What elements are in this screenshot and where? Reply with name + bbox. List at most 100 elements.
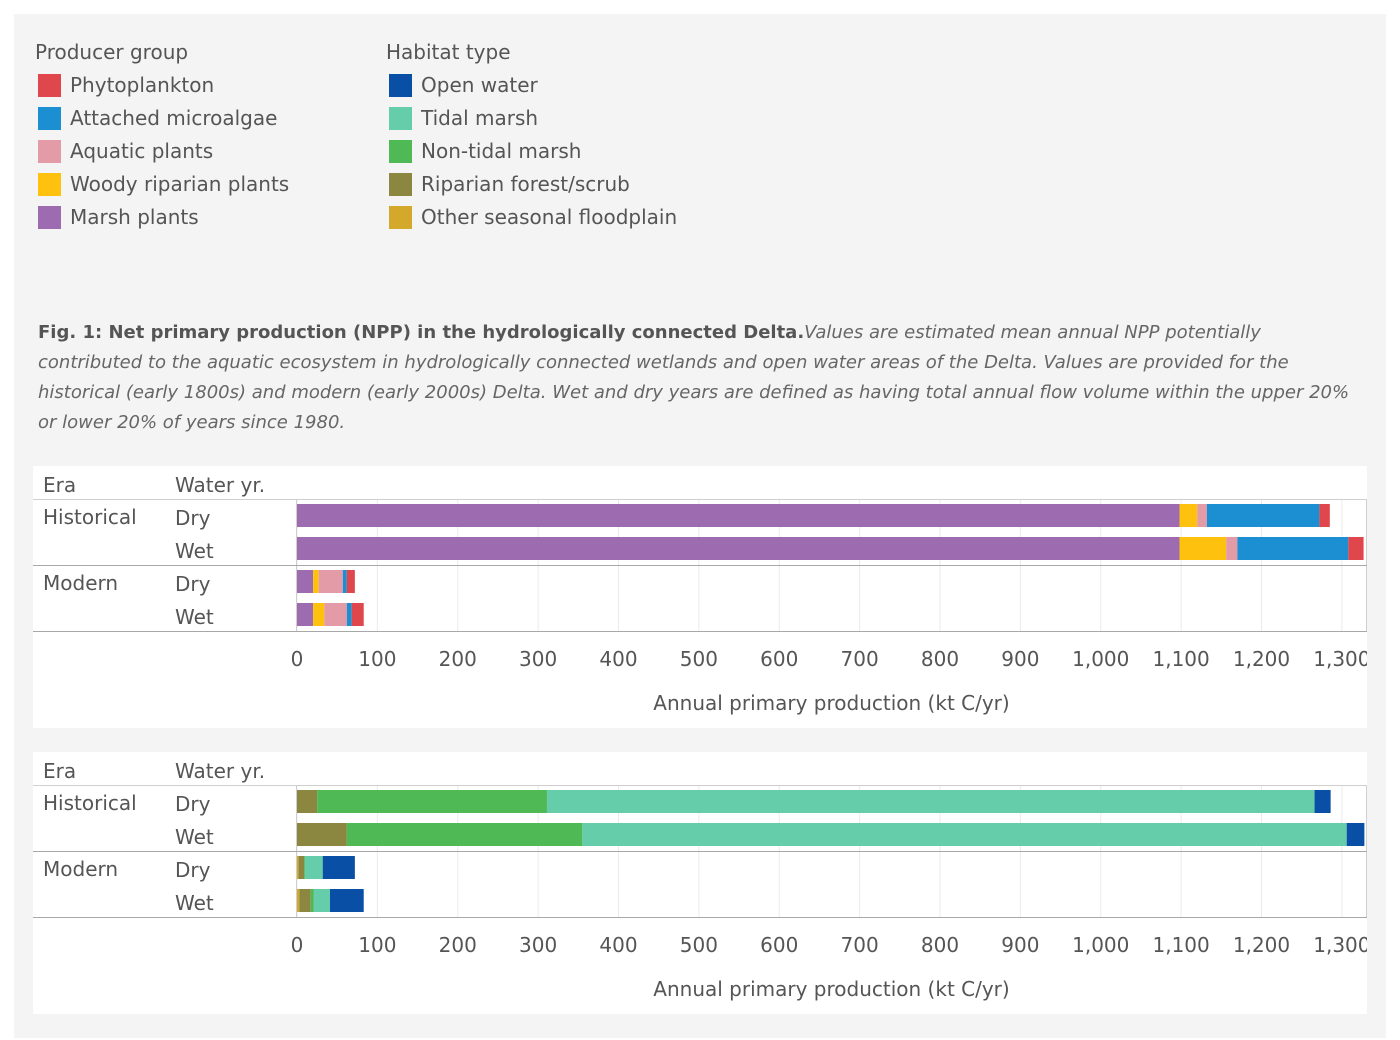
legend-swatch bbox=[389, 139, 412, 163]
legend-label: Other seasonal floodplain bbox=[421, 205, 678, 229]
legend-label: Marsh plants bbox=[70, 205, 199, 229]
bar-segment-woody-riparian-plants[interactable] bbox=[313, 570, 319, 593]
producer-chart-panel: Era Water yr. Historical Dry Wet Modern Dry Wet… bbox=[33, 466, 1371, 728]
x-tick-label: 0 bbox=[291, 933, 304, 957]
bar-segment-phytoplankton[interactable] bbox=[1348, 537, 1364, 560]
legend-item-phytoplankton[interactable]: Phytoplankton bbox=[38, 72, 214, 98]
bar-segment-attached-microalgae[interactable] bbox=[346, 603, 352, 626]
bar-segment-other-seasonal-floodplain[interactable] bbox=[297, 856, 299, 879]
legend-label: Riparian forest/scrub bbox=[421, 172, 630, 196]
legend-item-aquatic-plants[interactable]: Aquatic plants bbox=[38, 138, 213, 164]
bar-segment-marsh-plants[interactable] bbox=[297, 537, 1180, 560]
bar-segment-attached-microalgae[interactable] bbox=[1206, 504, 1320, 527]
water-year-label: Dry bbox=[175, 572, 211, 596]
x-tick-label: 800 bbox=[921, 647, 959, 671]
era-label-modern: Modern bbox=[43, 571, 118, 595]
bar-segment-aquatic-plants[interactable] bbox=[1226, 537, 1238, 560]
legend-item-attached-microalgae[interactable]: Attached microalgae bbox=[38, 105, 277, 131]
bar-segment-aquatic-plants[interactable] bbox=[1197, 504, 1207, 527]
legend-item-marsh-plants[interactable]: Marsh plants bbox=[38, 204, 199, 230]
bar-segment-riparian-forest-scrub[interactable] bbox=[297, 790, 318, 813]
caption-title: Fig. 1: Net primary production (NPP) in … bbox=[38, 322, 805, 343]
bar-segment-open-water[interactable] bbox=[1346, 823, 1365, 846]
x-tick-label: 1,300 bbox=[1313, 647, 1367, 671]
legend-label: Non-tidal marsh bbox=[421, 139, 582, 163]
legend-item-non-tidal-marsh[interactable]: Non-tidal marsh bbox=[389, 138, 581, 164]
x-tick-label: 900 bbox=[1001, 933, 1039, 957]
era-label-historical: Historical bbox=[43, 505, 137, 529]
bar-segment-marsh-plants[interactable] bbox=[297, 570, 314, 593]
x-tick-label: 500 bbox=[680, 647, 718, 671]
producer-chart: Era Water yr. Historical Dry Wet Modern Dry Wet… bbox=[33, 473, 1371, 715]
figure-caption: Fig. 1: Net primary production (NPP) in … bbox=[38, 318, 1368, 438]
x-tick-label: 1,000 bbox=[1072, 933, 1129, 957]
x-tick-label: 600 bbox=[760, 647, 798, 671]
legend-item-woody-riparian-plants[interactable]: Woody riparian plants bbox=[38, 171, 289, 197]
bar-segment-woody-riparian-plants[interactable] bbox=[1179, 504, 1198, 527]
bar-segment-non-tidal-marsh[interactable] bbox=[304, 856, 306, 879]
x-tick-label: 500 bbox=[680, 933, 718, 957]
legend-swatch bbox=[389, 205, 412, 229]
bar-segment-aquatic-plants[interactable] bbox=[324, 603, 347, 626]
x-tick-label: 100 bbox=[358, 647, 396, 671]
x-axis-title: Annual primary production (kt C/yr) bbox=[653, 977, 1009, 1001]
x-tick-label: 900 bbox=[1001, 647, 1039, 671]
bar-segment-woody-riparian-plants[interactable] bbox=[313, 603, 325, 626]
legend-item-riparian-forest-scrub[interactable]: Riparian forest/scrub bbox=[389, 171, 630, 197]
bar-segment-marsh-plants[interactable] bbox=[297, 504, 1180, 527]
era-label-modern: Modern bbox=[43, 857, 118, 881]
x-axis-title: Annual primary production (kt C/yr) bbox=[653, 691, 1009, 715]
bar-segment-attached-microalgae[interactable] bbox=[1237, 537, 1349, 560]
legend-swatch bbox=[389, 73, 412, 97]
bar-segment-attached-microalgae[interactable] bbox=[342, 570, 347, 593]
caption-body: Values are estimated mean annual NPP pot… bbox=[38, 322, 1350, 433]
bar-segment-non-tidal-marsh[interactable] bbox=[346, 823, 583, 846]
bar-segment-tidal-marsh[interactable] bbox=[546, 790, 1315, 813]
era-label-historical: Historical bbox=[43, 791, 137, 815]
x-tick-label: 0 bbox=[291, 647, 304, 671]
water-year-label: Dry bbox=[175, 792, 211, 816]
legend-item-tidal-marsh[interactable]: Tidal marsh bbox=[389, 105, 538, 131]
bar-segment-open-water[interactable] bbox=[329, 889, 364, 912]
bar-segment-open-water[interactable] bbox=[322, 856, 355, 879]
x-tick-label: 400 bbox=[599, 933, 637, 957]
bar-segment-riparian-forest-scrub[interactable] bbox=[297, 823, 347, 846]
figure-page: Producer group Phytoplankton Attached mic… bbox=[14, 14, 1386, 1038]
bar-segment-phytoplankton[interactable] bbox=[1319, 504, 1330, 527]
bar-segment-marsh-plants[interactable] bbox=[297, 603, 314, 626]
water-year-label: Wet bbox=[175, 891, 214, 915]
bar-segment-tidal-marsh[interactable] bbox=[582, 823, 1347, 846]
header-era: Era bbox=[43, 473, 76, 497]
legend-item-other-seasonal-floodplain[interactable]: Other seasonal floodplain bbox=[389, 204, 677, 230]
legend-label: Woody riparian plants bbox=[70, 172, 290, 196]
bar-segment-phytoplankton[interactable] bbox=[346, 570, 355, 593]
legend-item-open-water[interactable]: Open water bbox=[389, 72, 538, 98]
bar-segment-tidal-marsh[interactable] bbox=[305, 856, 323, 879]
x-tick-label: 300 bbox=[519, 647, 557, 671]
water-year-label: Wet bbox=[175, 825, 214, 849]
bar-segment-open-water[interactable] bbox=[1314, 790, 1331, 813]
bar-segment-tidal-marsh[interactable] bbox=[313, 889, 330, 912]
x-tick-label: 700 bbox=[841, 647, 879, 671]
bar-segment-non-tidal-marsh[interactable] bbox=[317, 790, 547, 813]
x-tick-label: 200 bbox=[439, 933, 477, 957]
bar-segment-woody-riparian-plants[interactable] bbox=[1179, 537, 1227, 560]
x-tick-label: 100 bbox=[358, 933, 396, 957]
legend-label: Attached microalgae bbox=[70, 106, 278, 130]
bar-segment-aquatic-plants[interactable] bbox=[318, 570, 343, 593]
bar-segment-riparian-forest-scrub[interactable] bbox=[299, 889, 311, 912]
bar-segment-riparian-forest-scrub[interactable] bbox=[298, 856, 305, 879]
legend-swatch bbox=[389, 172, 412, 196]
bar-segment-non-tidal-marsh[interactable] bbox=[310, 889, 314, 912]
legend-label: Phytoplankton bbox=[70, 73, 215, 97]
legend-swatch bbox=[38, 172, 61, 196]
bar-segment-other-seasonal-floodplain[interactable] bbox=[297, 889, 300, 912]
x-tick-label: 1,000 bbox=[1072, 647, 1129, 671]
legend-swatch bbox=[38, 73, 61, 97]
legend-swatch bbox=[389, 106, 412, 130]
habitat-chart-panel: Era Water yr. Historical Dry Wet Modern Dry Wet… bbox=[33, 752, 1371, 1014]
bar-segment-phytoplankton[interactable] bbox=[351, 603, 364, 626]
water-year-label: Dry bbox=[175, 506, 211, 530]
legend-swatch bbox=[38, 106, 61, 130]
header-era: Era bbox=[43, 759, 76, 783]
